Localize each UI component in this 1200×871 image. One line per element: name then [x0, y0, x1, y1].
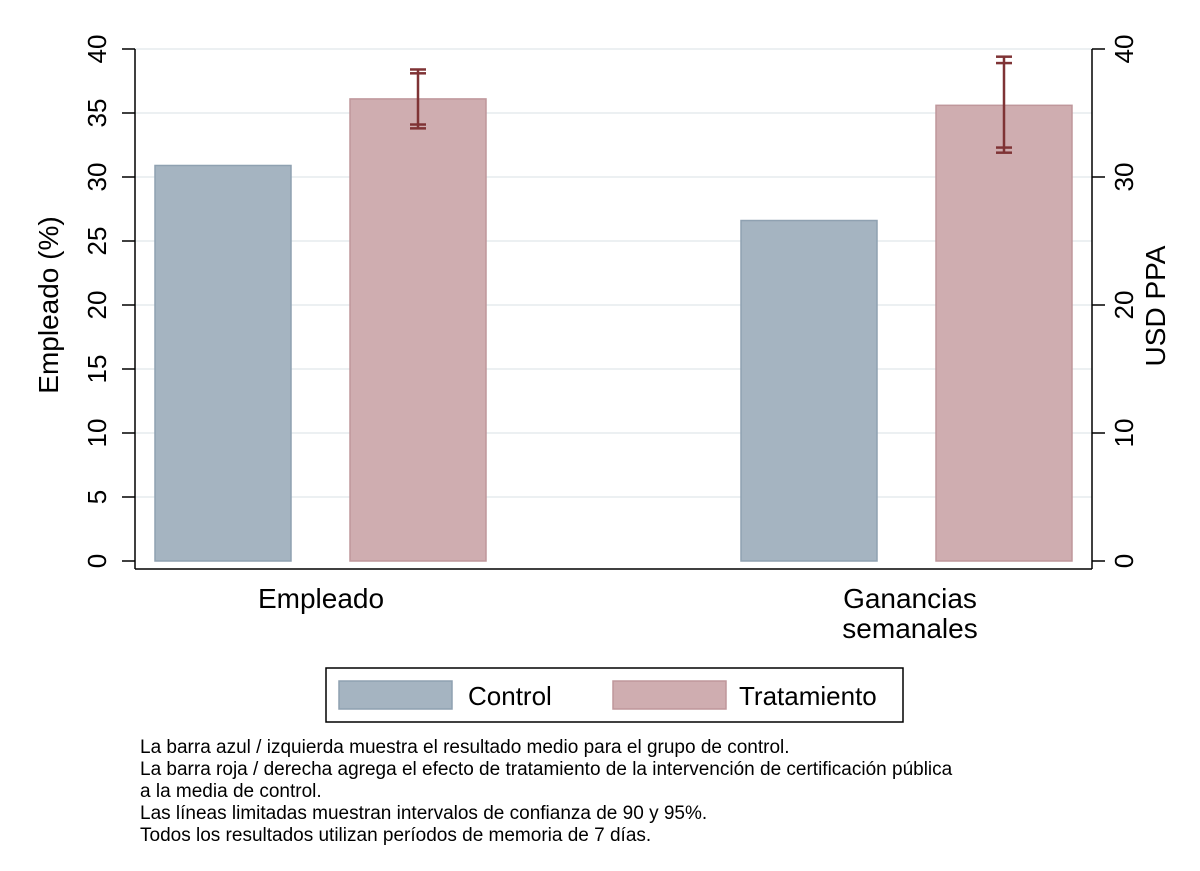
- bar-control-1: [154, 164, 292, 562]
- legend-label-tratamiento: Tratamiento: [739, 681, 877, 711]
- legend-label-control: Control: [468, 681, 552, 711]
- bars: [154, 98, 1073, 562]
- x-category-label: Empleado: [258, 583, 384, 614]
- y-left-tick-label: 15: [82, 355, 112, 384]
- y-right-tick-label: 0: [1109, 554, 1139, 568]
- bar-tratamiento-2: [935, 104, 1073, 562]
- y-right-tick-label: 20: [1109, 291, 1139, 320]
- error-bars: [410, 55, 1012, 154]
- note-line: La barra azul / izquierda muestra el res…: [140, 737, 790, 758]
- legend-swatch-control: [338, 680, 453, 710]
- legend: Control Tratamiento: [325, 667, 904, 723]
- y-left-tick-label: 25: [82, 227, 112, 256]
- grid-lines: [135, 48, 1092, 498]
- x-category-label: Ganancias: [843, 583, 977, 614]
- note-line: Todos los resultados utilizan períodos d…: [140, 825, 652, 846]
- note-line: Las líneas limitadas muestran intervalos…: [140, 803, 708, 824]
- bar-control-2: [740, 219, 878, 562]
- axes: 0 5 10 15 20 25 30 35 40 0 10 20 30 40 Empleado (%) USD…: [33, 35, 1171, 644]
- y-left-tick-label: 20: [82, 291, 112, 320]
- chart-notes: La barra azul / izquierda muestra el res…: [140, 737, 1180, 847]
- bar-tratamiento-1: [349, 98, 487, 562]
- y-left-tick-label: 40: [82, 35, 112, 64]
- y-right-tick-label: 10: [1109, 419, 1139, 448]
- note-line: La barra roja / derecha agrega el efecto…: [140, 759, 953, 780]
- note-line: a la media de control.: [140, 781, 322, 802]
- y-axis-left-title: Empleado (%): [33, 216, 64, 393]
- y-right-tick-label: 40: [1109, 35, 1139, 64]
- y-right-tick-label: 30: [1109, 163, 1139, 192]
- y-left-tick-label: 10: [82, 419, 112, 448]
- x-category-label: semanales: [842, 613, 977, 644]
- y-left-tick-label: 30: [82, 163, 112, 192]
- y-left-tick-label: 5: [82, 490, 112, 504]
- y-left-tick-label: 35: [82, 99, 112, 128]
- y-left-tick-label: 0: [82, 554, 112, 568]
- legend-swatch-tratamiento: [612, 680, 727, 710]
- y-axis-right-title: USD PPA: [1140, 245, 1171, 366]
